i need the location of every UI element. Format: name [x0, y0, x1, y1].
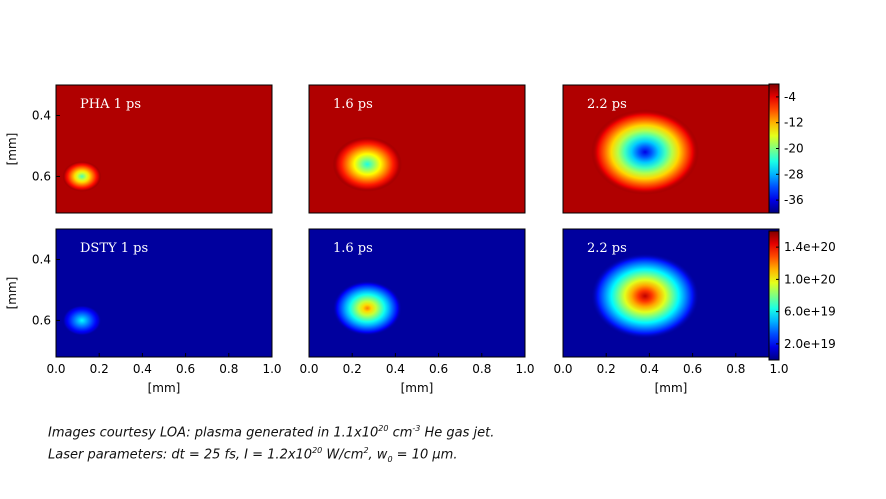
x-tick-label: 0.6 [683, 362, 702, 376]
x-tick-label: 0.8 [472, 362, 491, 376]
x-tick-label: 0.2 [597, 362, 616, 376]
x-axis-label: [mm] [148, 381, 181, 395]
colorbar-tick-label: -36 [784, 193, 804, 207]
x-tick-label: 0.0 [46, 362, 65, 376]
plasma-blob [62, 161, 102, 192]
plasma-blob [332, 280, 402, 336]
panel-label: DSTY 1 ps [80, 241, 148, 256]
x-tick-label: 0.2 [90, 362, 109, 376]
y-tick-label: 0.6 [32, 313, 51, 327]
y-axis-label: [mm] [5, 277, 19, 310]
x-tick-label: 0.8 [219, 362, 238, 376]
x-tick-label: 0.2 [343, 362, 362, 376]
y-tick-label: 0.4 [32, 252, 51, 266]
panel-pha-1: PHA 1 ps 0.4 0.6 [mm] [5, 84, 273, 214]
colorbar-dsty: 1.4e+20 1.0e+20 6.0e+19 2.0e+19 [768, 230, 836, 361]
colorbar-tick-label: -12 [784, 116, 804, 130]
x-tick-label: 0.4 [640, 362, 659, 376]
panel-background [56, 85, 272, 213]
caption-line-2: Laser parameters: dt = 25 fs, I = 1.2x10… [48, 446, 458, 464]
x-axis-label: [mm] [655, 381, 688, 395]
x-tick-label: 1.0 [515, 362, 534, 376]
x-tick-label: 0.6 [429, 362, 448, 376]
panel-pha-3: 2.2 ps [562, 84, 780, 214]
panel-dsty-1: DSTY 1 ps 0.4 0.6 [mm] 0.0 0.2 0.4 0.6 0.8 1.0 [mm… [5, 228, 282, 395]
colorbar-tick-label: -4 [784, 90, 796, 104]
x-tick-label: 0.6 [176, 362, 195, 376]
plasma-blob [591, 253, 700, 339]
plasma-blob [332, 136, 402, 192]
colorbars: -4 -12 -20 -28 -36 1.4e+20 1.0e+20 6.0e+19 2.0e+… [768, 83, 836, 361]
y-tick-label: 0.4 [32, 108, 51, 122]
panel-label: 2.2 ps [587, 97, 627, 112]
x-tick-label: 0.8 [726, 362, 745, 376]
y-tick-label: 0.6 [32, 169, 51, 183]
x-tick-label: 0.4 [133, 362, 152, 376]
x-axis-label: [mm] [401, 381, 434, 395]
x-tick-label: 1.0 [262, 362, 281, 376]
y-axis-label: [mm] [5, 133, 19, 166]
colorbar-tick-label: 1.4e+20 [784, 240, 836, 254]
colorbar-tick-label: 1.0e+20 [784, 272, 836, 286]
panel-label: PHA 1 ps [80, 97, 141, 112]
plasma-blob [62, 305, 102, 336]
x-tick-label: 1.0 [769, 362, 788, 376]
panel-dsty-3: 2.2 ps 0.0 0.2 0.4 0.6 0.8 1.0 [mm] [553, 228, 789, 395]
plasma-blob [591, 109, 700, 195]
panel-label: 1.6 ps [333, 97, 373, 112]
x-tick-label: 0.4 [386, 362, 405, 376]
x-tick-label: 0.0 [553, 362, 572, 376]
panel-label: 1.6 ps [333, 241, 373, 256]
panel-background [56, 229, 272, 357]
colorbar-tick-label: -20 [784, 142, 804, 156]
panel-pha-2: 1.6 ps [308, 84, 526, 214]
colorbar-tick-label: -28 [784, 167, 804, 181]
colorbar-tick-label: 2.0e+19 [784, 337, 836, 351]
colorbar-pha: -4 -12 -20 -28 -36 [768, 83, 804, 214]
x-tick-label: 0.0 [299, 362, 318, 376]
panel-label: 2.2 ps [587, 241, 627, 256]
caption-line-1: Images courtesy LOA: plasma generated in… [48, 424, 495, 441]
heatmap-grid: PHA 1 ps 0.4 0.6 [mm] 1.6 ps 2.2 ps DSTY 1 ps 0… [5, 84, 789, 395]
colorbar-tick-label: 6.0e+19 [784, 305, 836, 319]
panel-dsty-2: 1.6 ps 0.0 0.2 0.4 0.6 0.8 1.0 [mm] [299, 228, 535, 395]
